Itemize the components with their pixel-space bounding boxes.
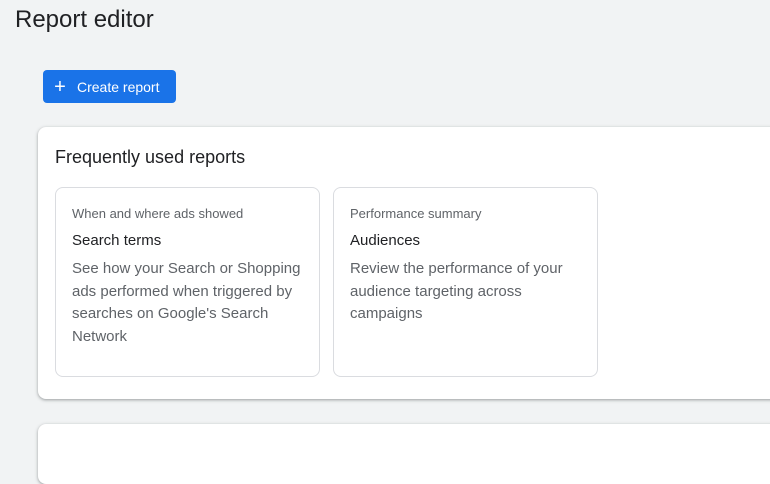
create-report-button[interactable]: + Create report bbox=[43, 70, 176, 103]
report-tile-search-terms[interactable]: When and where ads showed Search terms S… bbox=[55, 187, 320, 377]
plus-icon: + bbox=[54, 75, 66, 98]
create-report-label: Create report bbox=[77, 78, 160, 95]
tile-title: Search terms bbox=[72, 232, 162, 249]
tile-description: Review the performance of your audience … bbox=[350, 260, 563, 323]
tile-category: Performance summary bbox=[350, 206, 482, 221]
report-tile-audiences[interactable]: Performance summary Audiences Review the… bbox=[333, 187, 598, 377]
tile-description: See how your Search or Shopping ads perf… bbox=[72, 260, 301, 345]
tile-title: Audiences bbox=[350, 232, 421, 249]
next-section-card bbox=[38, 424, 770, 484]
frequently-used-reports-card: Frequently used reports When and where a… bbox=[38, 127, 770, 399]
section-heading: Frequently used reports bbox=[55, 147, 246, 167]
page-title: Report editor bbox=[15, 6, 154, 33]
tile-category: When and where ads showed bbox=[72, 206, 244, 221]
